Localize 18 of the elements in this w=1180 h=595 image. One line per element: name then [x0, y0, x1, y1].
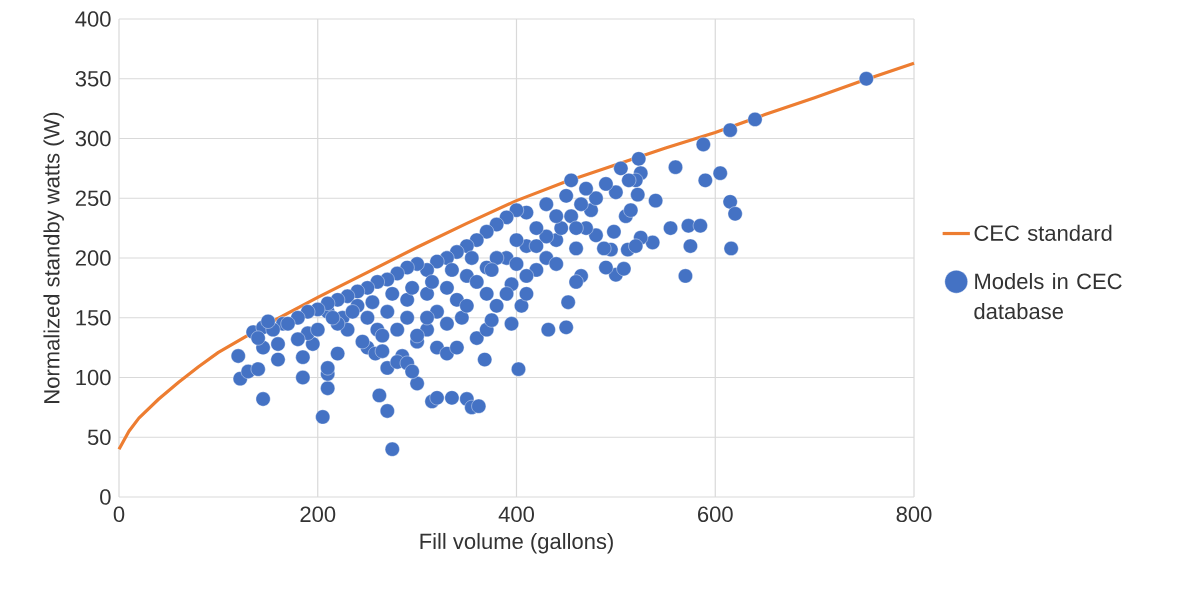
x-tick-label: 800 — [896, 506, 932, 523]
x-tick-label: 400 — [498, 506, 534, 523]
x-axis-title: Fill volume (gallons) — [420, 532, 613, 554]
y-tick-label: 300 — [75, 130, 111, 147]
y-tick-label: 100 — [76, 369, 111, 386]
legend-label: Models in CEC database — [974, 272, 1122, 320]
y-axis-title: Normalized standby watts (W) — [43, 112, 64, 403]
y-tick-label: 200 — [75, 250, 111, 266]
y-tick-label: 150 — [76, 309, 111, 326]
y-tick-label: 50 — [87, 429, 111, 446]
x-tick-label: 0 — [113, 506, 125, 523]
y-tick-label: 350 — [75, 70, 111, 87]
y-tick-label: 0 — [100, 489, 111, 505]
y-tick-label: 400 — [75, 11, 111, 27]
legend-label: CEC standard — [974, 224, 1112, 241]
x-tick-label: 200 — [300, 506, 336, 523]
x-tick-label: 600 — [698, 506, 733, 523]
y-tick-label: 250 — [75, 190, 111, 207]
